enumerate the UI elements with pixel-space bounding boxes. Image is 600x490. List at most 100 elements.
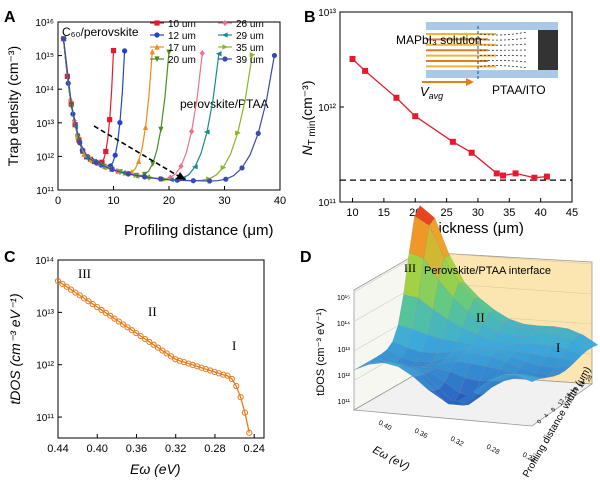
- panel-label-a: A: [4, 9, 16, 26]
- series-point-c: [76, 292, 83, 299]
- series-point-c: [94, 303, 101, 311]
- legend-marker-a: [222, 56, 228, 62]
- inset-top-substrate: [426, 22, 558, 30]
- inset-blade: [538, 30, 558, 70]
- y-tick-label-b: 10¹²: [318, 103, 336, 114]
- z-tick-label-d: 10¹⁵: [337, 295, 350, 302]
- series-point-a: [190, 178, 196, 184]
- series-point-c: [237, 394, 244, 401]
- y-axis-label-b: NT min(cm⁻³): [299, 81, 318, 156]
- annotation-c60-perovskite: C₆₀/perovskite: [62, 25, 139, 39]
- series-point-c: [150, 341, 157, 348]
- series-point-a: [122, 48, 128, 54]
- x-tick-label-c: 0.40: [87, 443, 108, 455]
- series-point-a: [271, 52, 278, 59]
- series-point-c: [115, 318, 122, 325]
- series-point-c: [120, 321, 127, 328]
- series-line-a: [62, 38, 275, 182]
- x-tick-label-c: 0.24: [243, 443, 264, 455]
- z-tick-label-d: 10¹²: [338, 373, 351, 380]
- inset-gap: [480, 30, 540, 70]
- x-tick-label-b: 45: [566, 207, 578, 219]
- x-axis-label-d: Eω (eV): [371, 444, 412, 473]
- series-point-c: [128, 327, 136, 334]
- x-tick-label-a: 20: [163, 195, 175, 207]
- series-point-c: [137, 332, 144, 340]
- y-tick-label-d: 16: [565, 392, 574, 401]
- series-point-c: [107, 312, 114, 319]
- series-point-c: [85, 298, 92, 305]
- region-label-iii-d: III: [404, 261, 416, 275]
- series-point-b: [512, 170, 519, 177]
- series-point-a: [77, 140, 83, 146]
- x-tick-label-a: 40: [274, 195, 286, 207]
- panel-a: A Profiling distance (μm) Trap density (…: [4, 9, 286, 239]
- panel-label-c: C: [4, 249, 16, 266]
- series-point-a: [249, 52, 256, 58]
- series-point-b: [449, 138, 456, 145]
- series-point-c: [124, 324, 131, 331]
- legend-label-a: 39 um: [236, 55, 264, 66]
- y-tick-label-c: 10¹³: [36, 308, 54, 319]
- series-point-a: [60, 36, 67, 42]
- series-point-c: [63, 283, 70, 290]
- series-point-c: [59, 280, 66, 287]
- series-point-c: [146, 338, 153, 345]
- legend-label-a: 20 um: [168, 55, 196, 66]
- x-tick-label-a: 30: [218, 195, 230, 207]
- y-tick-label-a: 10¹¹: [36, 186, 54, 197]
- series-point-b: [543, 173, 550, 180]
- series-point-a: [103, 148, 109, 155]
- series-point-a: [125, 171, 132, 177]
- series-point-b: [393, 94, 400, 101]
- x-tick-label-c: 0.32: [165, 443, 186, 455]
- z-axis-label-d: tDOS (cm⁻³ eV⁻¹): [315, 308, 327, 395]
- y-tick-label-d: 0: [537, 419, 544, 425]
- legend-label-a: 17 um: [168, 43, 196, 54]
- x-axis-label-c: Eω (eV): [130, 461, 181, 477]
- y-tick-label-c: 10¹¹: [36, 413, 54, 424]
- inset-velocity-arrowhead: [466, 78, 474, 86]
- curves-a: [60, 35, 278, 184]
- x-tick-label-b: 30: [472, 207, 484, 219]
- series-point-a: [158, 126, 164, 133]
- y-tick-label-a: 10¹³: [36, 119, 54, 130]
- x-tick-label-a: 0: [55, 195, 61, 207]
- legend-marker-a: [154, 20, 160, 26]
- series-point-a: [239, 165, 245, 171]
- series-point-a: [199, 50, 205, 57]
- surface-patch: [549, 366, 572, 375]
- legend-label-a: 35 um: [236, 43, 264, 54]
- y-axis-label-c: tDOS (cm⁻³ eV⁻¹): [7, 293, 23, 404]
- series-point-a: [191, 164, 198, 170]
- title-d: Perovskite/PTAA interface: [424, 265, 551, 277]
- series-point-a: [189, 128, 195, 135]
- series-point-c: [98, 306, 105, 314]
- x-tick-label-b: 15: [378, 207, 390, 219]
- series-point-b: [412, 113, 419, 120]
- series-point-a: [107, 117, 113, 123]
- x-axis-label-a: Profiling distance (μm): [124, 222, 274, 239]
- region-label-ii-c: II: [148, 304, 157, 319]
- panel-c: C Eω (eV) tDOS (cm⁻³ eV⁻¹) III II I 0.44…: [4, 249, 265, 477]
- series-point-a: [117, 120, 123, 126]
- series-point-b: [493, 170, 500, 177]
- legend-marker-a: [221, 32, 228, 38]
- surface-patch: [544, 370, 566, 379]
- series-point-c: [72, 289, 79, 296]
- y-tick-label-a: 10¹²: [36, 152, 54, 163]
- series-point-a: [110, 47, 117, 54]
- series-point-a: [203, 129, 210, 135]
- legend-label-a: 26 um: [236, 19, 264, 30]
- y-tick-label-a: 10¹⁵: [35, 52, 54, 63]
- curve-b: [349, 56, 550, 181]
- y-tick-label-c: 10¹²: [36, 361, 54, 372]
- x-tick-label-b: 10: [346, 207, 358, 219]
- series-point-c: [233, 382, 240, 390]
- legend-label-a: 29 um: [236, 31, 264, 42]
- inset-velocity-label: Vavg: [420, 84, 443, 101]
- series-point-c: [89, 301, 96, 308]
- legend-marker-a: [154, 43, 160, 50]
